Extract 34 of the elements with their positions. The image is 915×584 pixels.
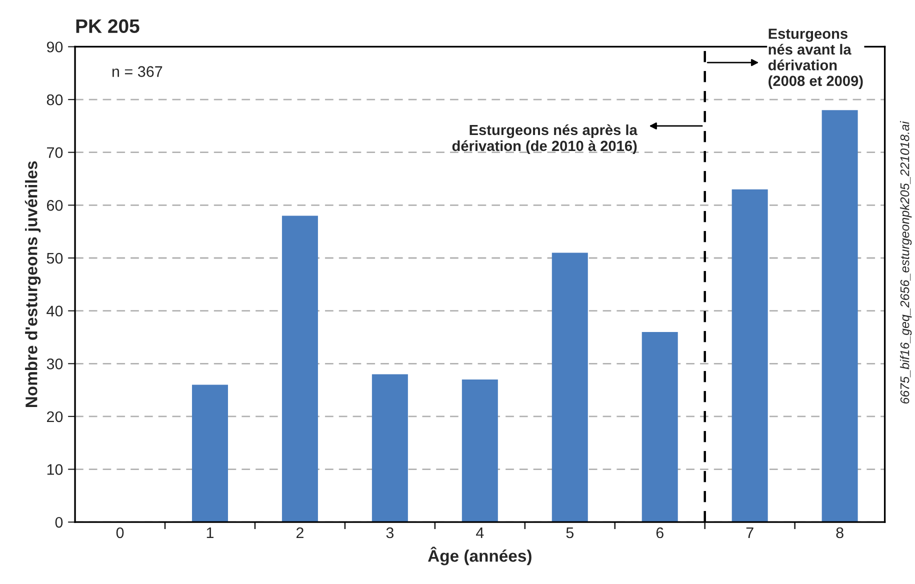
annotation: Esturgeons nés après la dérivation (de 2010 à 2016) (452, 124, 638, 154)
annotation: Esturgeons nés avant la dérivation (2008 et 2009) (768, 28, 863, 89)
y-tick-label: 50 (46, 252, 63, 264)
bar (552, 252, 588, 522)
y-tick-label: 90 (46, 42, 63, 52)
y-tick-label: 20 (47, 411, 63, 422)
bar (192, 384, 228, 522)
x-tick-label: 4 (476, 528, 484, 538)
x-tick-label: 0 (116, 527, 124, 538)
x-tick-label: 2 (296, 527, 304, 538)
x-tick-label: 5 (566, 528, 574, 538)
y-tick-label: 40 (46, 306, 63, 317)
y-tick-label: 80 (46, 94, 63, 106)
annotation: n = 367 (112, 66, 162, 77)
x-tick-label: 3 (386, 527, 394, 538)
chart-title: PK 205 (76, 19, 140, 34)
bar (642, 332, 678, 522)
x-axis-title: Âge (années) (428, 546, 532, 566)
bar (732, 189, 768, 522)
x-tick-label: 1 (206, 528, 214, 538)
bar (822, 110, 858, 522)
bar (372, 374, 408, 522)
bar (282, 216, 318, 522)
y-tick-label: 10 (47, 464, 63, 475)
bar (462, 379, 498, 522)
text: 6675_bif16_geq_2656_esturgeonpk205_221018.ai (900, 121, 912, 404)
y-tick-label: 0 (55, 516, 63, 528)
y-tick-label: 70 (47, 147, 63, 158)
x-tick-label: 8 (836, 527, 844, 538)
y-tick-label: 60 (47, 200, 63, 211)
x-tick-label: 7 (746, 528, 754, 538)
y-tick-label: 30 (46, 358, 63, 370)
x-tick-label: 6 (656, 527, 664, 538)
y-axis-title: Nombre d'esturgeons juvéniles (24, 161, 41, 408)
